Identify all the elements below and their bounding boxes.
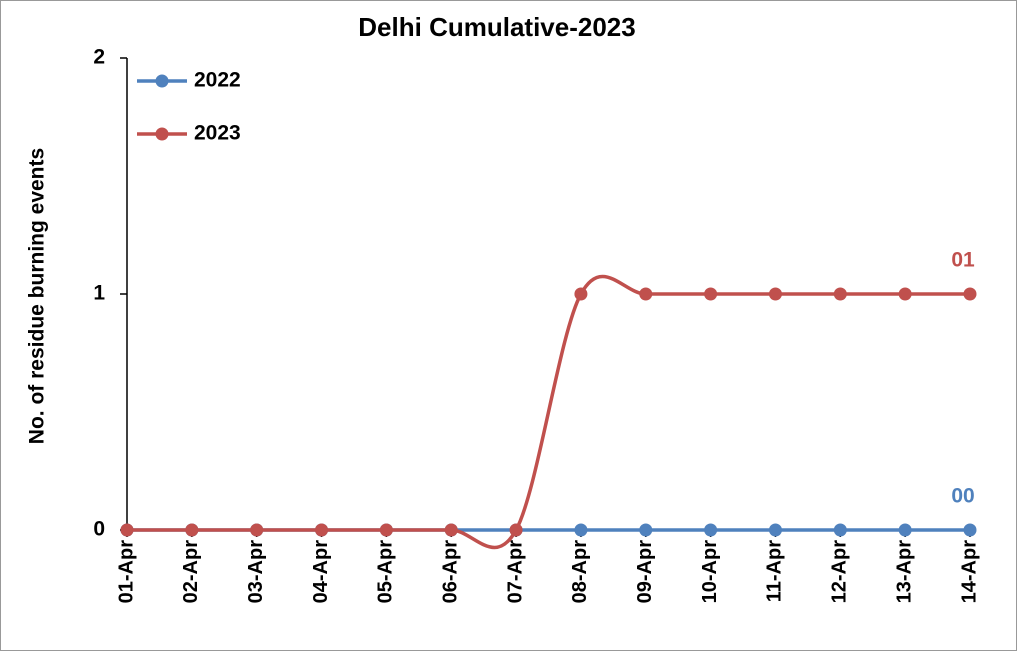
x-tick-label: 07-Apr bbox=[504, 540, 526, 604]
data-point bbox=[444, 523, 458, 537]
x-tick-label: 09-Apr bbox=[634, 540, 656, 604]
data-point bbox=[120, 523, 134, 537]
y-tick-label: 1 bbox=[93, 282, 105, 305]
x-tick-label: 02-Apr bbox=[180, 540, 202, 604]
data-point bbox=[963, 523, 977, 537]
x-tick-label: 08-Apr bbox=[569, 540, 591, 604]
data-point bbox=[639, 287, 653, 301]
data-point bbox=[833, 523, 847, 537]
series-line bbox=[126, 274, 970, 550]
x-tick-label: 14-Apr bbox=[958, 540, 980, 604]
data-label: 01 bbox=[951, 249, 975, 272]
data-point bbox=[963, 287, 977, 301]
x-tick-label: 13-Apr bbox=[893, 540, 915, 604]
data-point bbox=[833, 287, 847, 301]
x-tick-label: 11-Apr bbox=[764, 540, 786, 602]
y-tick-label: 0 bbox=[93, 518, 105, 541]
x-tick-label: 03-Apr bbox=[245, 540, 267, 604]
data-point bbox=[509, 523, 523, 537]
data-point bbox=[898, 523, 912, 537]
data-point bbox=[768, 287, 782, 301]
x-tick-label: 06-Apr bbox=[440, 540, 462, 604]
legend-marker bbox=[155, 74, 169, 88]
y-tick-label: 2 bbox=[93, 46, 105, 69]
x-tick-label: 04-Apr bbox=[310, 540, 332, 604]
x-tick-label: 10-Apr bbox=[699, 540, 721, 604]
data-point bbox=[768, 523, 782, 537]
x-tick-label: 12-Apr bbox=[829, 540, 851, 604]
data-point bbox=[704, 287, 718, 301]
data-point bbox=[185, 523, 199, 537]
data-point bbox=[704, 523, 718, 537]
legend-label: 2022 bbox=[194, 69, 241, 92]
data-point bbox=[639, 523, 653, 537]
data-point bbox=[574, 523, 588, 537]
legend-label: 2023 bbox=[194, 122, 241, 145]
data-point bbox=[250, 523, 264, 537]
y-axis-label: No. of residue burning events bbox=[26, 148, 49, 444]
chart-title: Delhi Cumulative-2023 bbox=[358, 12, 635, 42]
x-tick-label: 05-Apr bbox=[375, 540, 397, 604]
data-point bbox=[315, 523, 329, 537]
data-point bbox=[574, 287, 588, 301]
data-label: 00 bbox=[951, 485, 974, 508]
x-tick-label: 01-Apr bbox=[115, 540, 137, 604]
data-point bbox=[898, 287, 912, 301]
legend-marker bbox=[155, 127, 169, 141]
data-point bbox=[379, 523, 393, 537]
